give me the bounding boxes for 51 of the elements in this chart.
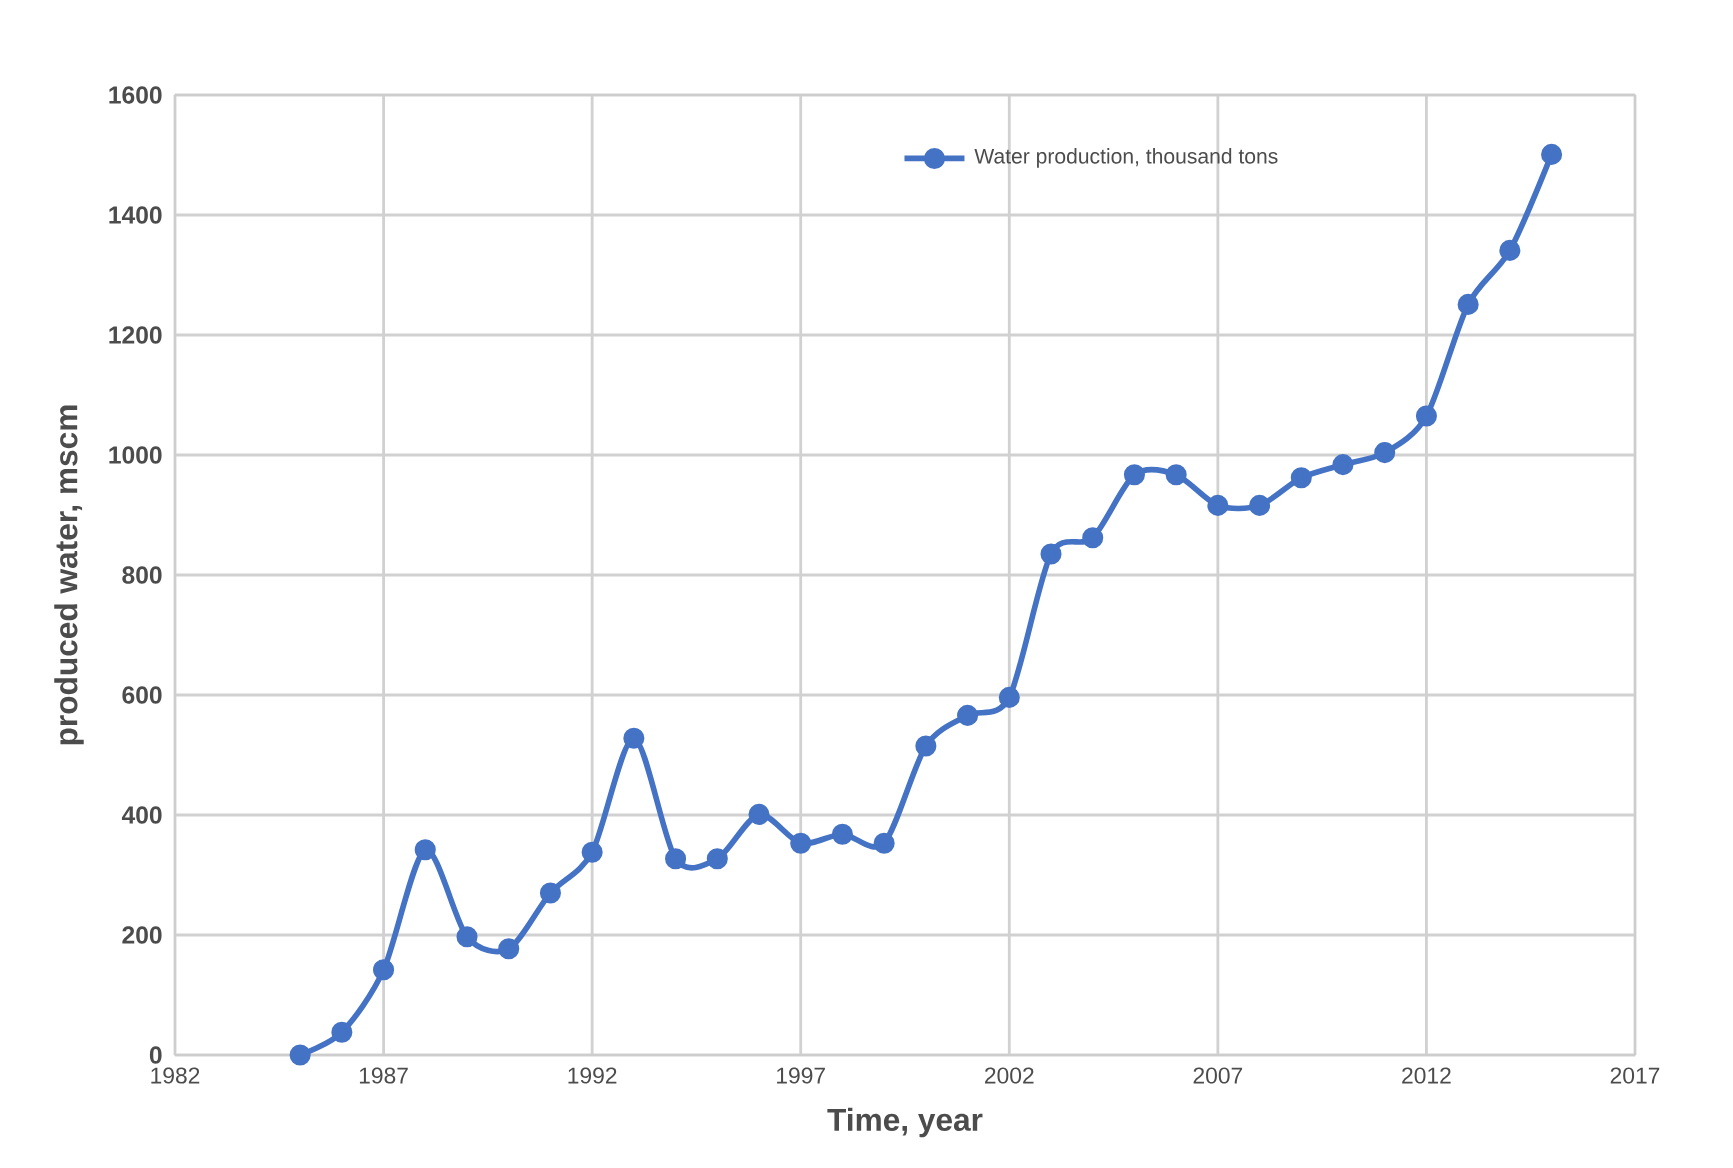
point [1457, 293, 1479, 315]
y-tick-label: 1400 [109, 206, 162, 224]
point [1374, 442, 1396, 464]
point [706, 848, 728, 870]
y-axis-title: produced water, mscm [54, 405, 84, 745]
point [1249, 494, 1271, 516]
point [1541, 143, 1563, 165]
y-tick-label: 1000 [109, 446, 162, 464]
x-tick-label: 2007 [1193, 1067, 1243, 1084]
point [1165, 464, 1187, 486]
x-tick-label: 1992 [568, 1067, 617, 1084]
point [498, 938, 520, 960]
point [748, 803, 770, 825]
point [915, 735, 937, 757]
y-tick-label: 200 [122, 926, 162, 944]
point [790, 832, 812, 854]
point [1290, 467, 1312, 489]
x-tick-label: 2002 [985, 1067, 1034, 1084]
point [331, 1021, 353, 1043]
point [1415, 405, 1437, 427]
y-tick-label: 800 [122, 566, 162, 584]
point [289, 1044, 311, 1066]
point [957, 704, 979, 726]
point [1332, 454, 1354, 476]
x-tick-label: 2017 [1610, 1067, 1660, 1084]
x-tick-label: 1997 [777, 1067, 825, 1084]
point [373, 959, 395, 981]
point [998, 686, 1020, 708]
point [414, 839, 436, 861]
x-tick-label: 2012 [1402, 1067, 1451, 1084]
point [539, 882, 561, 904]
y-tick-label: 600 [122, 686, 162, 704]
point [1123, 464, 1145, 486]
point [1040, 543, 1062, 565]
point [1207, 494, 1229, 516]
y-tick-label: 400 [121, 806, 162, 824]
y-tick-label: 1200 [109, 326, 162, 344]
x-tick-label: 1982 [151, 1067, 200, 1084]
point [831, 823, 853, 845]
y-tick-label: 0 [149, 1046, 162, 1064]
point [456, 926, 478, 948]
point [665, 848, 687, 870]
point [1499, 239, 1521, 261]
x-axis-title: Time, year [827, 1107, 983, 1138]
point [873, 832, 895, 854]
legend-label: Water production, thousand tons [974, 148, 1278, 168]
point [581, 841, 603, 863]
y-tick-label: 1600 [109, 86, 162, 104]
point [1082, 527, 1104, 549]
x-tick-label: 1987 [359, 1067, 408, 1084]
point [623, 727, 645, 749]
